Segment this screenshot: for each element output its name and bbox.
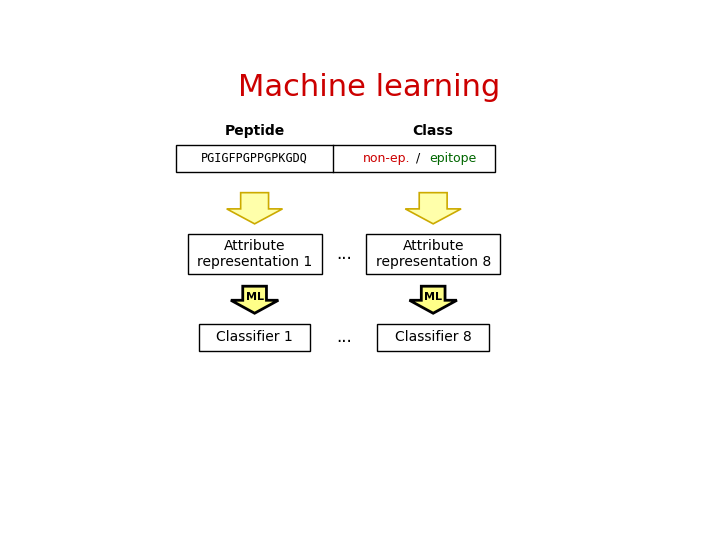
Text: ML: ML — [246, 292, 264, 302]
Text: non-ep.: non-ep. — [364, 152, 411, 165]
Text: ...: ... — [336, 245, 352, 263]
Text: PGIGFPGPPGPKGDQ: PGIGFPGPPGPKGDQ — [201, 152, 308, 165]
FancyBboxPatch shape — [377, 323, 489, 350]
Text: epitope: epitope — [429, 152, 477, 165]
Polygon shape — [231, 286, 279, 313]
Text: Peptide: Peptide — [225, 124, 284, 138]
FancyBboxPatch shape — [366, 234, 500, 274]
Text: ...: ... — [336, 328, 352, 346]
Text: Classifier 8: Classifier 8 — [395, 330, 472, 344]
Text: ML: ML — [424, 292, 442, 302]
Polygon shape — [227, 193, 282, 224]
Text: Class: Class — [413, 124, 454, 138]
Polygon shape — [410, 286, 457, 313]
Text: Machine learning: Machine learning — [238, 73, 500, 102]
FancyBboxPatch shape — [176, 145, 495, 172]
Text: Classifier 1: Classifier 1 — [216, 330, 293, 344]
Text: Attribute
representation 1: Attribute representation 1 — [197, 239, 312, 269]
FancyBboxPatch shape — [199, 323, 310, 350]
Polygon shape — [405, 193, 461, 224]
Text: Attribute
representation 8: Attribute representation 8 — [376, 239, 491, 269]
Text: /: / — [412, 152, 424, 165]
FancyBboxPatch shape — [188, 234, 322, 274]
